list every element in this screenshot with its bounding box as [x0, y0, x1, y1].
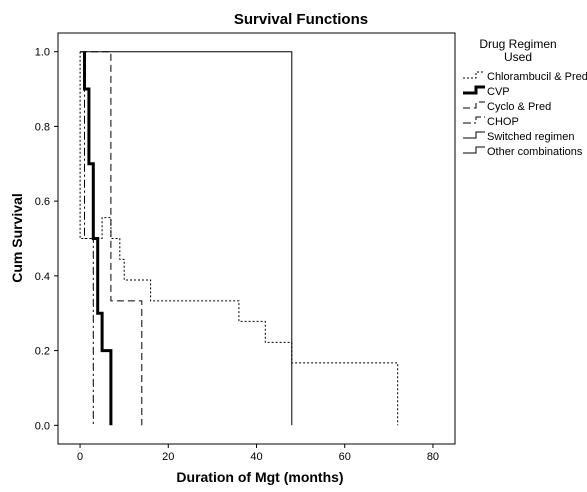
legend-symbol	[463, 116, 485, 124]
chart-title: Survival Functions	[234, 11, 368, 28]
legend-item-chop: CHOP	[463, 116, 519, 128]
y-tick-label: 0.8	[35, 121, 50, 133]
y-tick-label: 0.2	[35, 346, 50, 358]
legend-label: CVP	[487, 86, 510, 98]
y-tick-label: 0.6	[35, 196, 50, 208]
legend-symbol	[463, 71, 485, 79]
series-line-chlorambucil-pred	[79, 51, 399, 426]
legend-item-cyclo-pred: Cyclo & Pred	[463, 101, 551, 113]
x-tick-label: 0	[77, 451, 83, 463]
axis-ticks: 0 20 40 60 80 0.0 0.2 0.4 0.6 0.8 1.0	[35, 47, 439, 463]
legend-symbol	[463, 131, 485, 139]
x-tick-label: 20	[162, 451, 174, 463]
x-axis-title: Duration of Mgt (months)	[176, 469, 343, 485]
legend: Drug Regimen Used Chlorambucil & Pred CVP…	[463, 37, 587, 158]
legend-items: Chlorambucil & Pred CVP Cyclo & Pred CHOP Sw…	[463, 71, 587, 158]
x-tick-label: 40	[250, 451, 262, 463]
plot-frame	[57, 32, 456, 445]
series-line-other-combinations	[80, 51, 293, 426]
y-tick-label: 0.0	[35, 420, 50, 432]
legend-label: Cyclo & Pred	[487, 101, 551, 113]
legend-symbol	[463, 101, 485, 109]
legend-item-cvp: CVP	[463, 85, 510, 98]
legend-item-switched-regimen: Switched regimen	[463, 131, 574, 143]
series-lines	[79, 51, 399, 426]
x-tick-label: 60	[339, 451, 351, 463]
x-tick-label: 80	[427, 451, 439, 463]
legend-item-chlorambucil-pred: Chlorambucil & Pred	[463, 71, 587, 83]
legend-symbol	[463, 146, 485, 154]
legend-label: Other combinations	[487, 146, 583, 158]
y-tick-label: 0.4	[35, 271, 50, 283]
y-tick-label: 1.0	[35, 47, 50, 59]
legend-title-line1: Drug Regimen	[479, 37, 556, 51]
series-line-cvp	[83, 51, 113, 426]
legend-label: Chlorambucil & Pred	[487, 71, 587, 83]
y-axis-title: Cum Survival	[9, 193, 25, 282]
series-line-chop	[84, 51, 94, 426]
legend-label: Switched regimen	[487, 131, 574, 143]
legend-symbol	[463, 85, 485, 95]
series-line-cyclo-pred	[80, 51, 143, 426]
legend-label: CHOP	[487, 116, 519, 128]
legend-item-other-combinations: Other combinations	[463, 146, 583, 158]
legend-title-line2: Used	[504, 50, 532, 64]
